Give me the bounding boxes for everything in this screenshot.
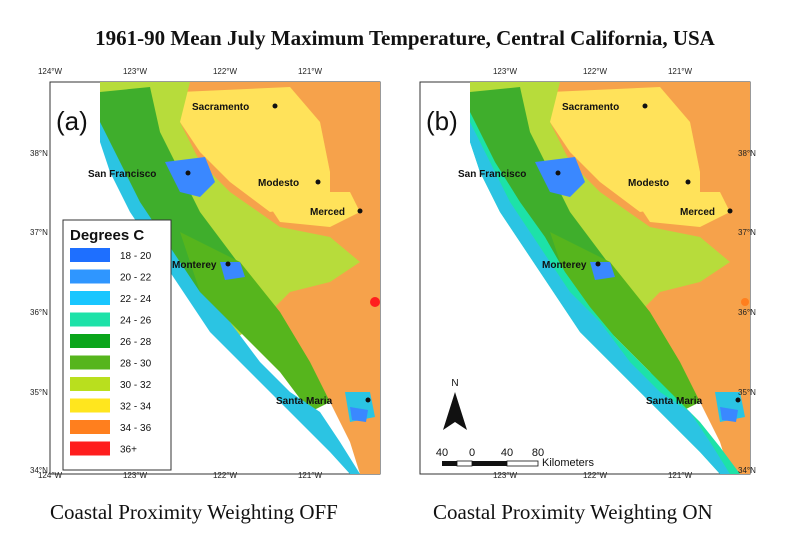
scale-bar: 40 0 40 80 Kilometers (436, 447, 595, 469)
city-label-monterey: Monterey (172, 260, 217, 271)
lat-label-right: 37°N (738, 228, 756, 237)
lon-label-bottom: 122°W (213, 471, 238, 480)
lon-label-bottom: 122°W (583, 471, 608, 480)
city-label-merced: Merced (680, 207, 715, 218)
lat-label-left: 35°N (30, 388, 48, 397)
city-label-san-francisco: San Francisco (88, 169, 156, 180)
legend-swatch (70, 420, 110, 434)
legend-swatch (70, 269, 110, 284)
lat-label-left: 38°N (30, 149, 48, 158)
city-label-san-francisco: San Francisco (458, 169, 526, 180)
legend-label: 28 - 30 (120, 359, 152, 370)
legend-swatch (70, 248, 110, 262)
legend-title: Degrees C (70, 227, 144, 244)
lon-label-top: 121°W (668, 67, 693, 76)
lon-label-top: 124°W (38, 67, 63, 76)
city-label-santa-maria: Santa Maria (276, 396, 333, 407)
lon-label-top: 123°W (123, 67, 148, 76)
lon-label-bottom: 121°W (298, 471, 323, 480)
legend-swatch (70, 355, 110, 370)
lat-label-right: 38°N (738, 149, 756, 158)
legend-swatch (70, 377, 110, 391)
lon-label-top: 122°W (583, 67, 608, 76)
lon-label-top: 121°W (298, 67, 323, 76)
city-label-sacramento: Sacramento (562, 102, 619, 113)
legend-label: 30 - 32 (120, 380, 152, 391)
north-arrow-icon (443, 392, 467, 430)
scale-tick: 80 (532, 447, 544, 459)
temperature-raster (100, 82, 380, 474)
legend-label: 20 - 22 (120, 273, 152, 284)
lon-label-bottom: 124°W (38, 471, 63, 480)
legend-swatch (70, 441, 110, 456)
panel-label-a: (a) (56, 106, 88, 136)
map-panel-a: 124°W 123°W 122°W 121°W 124°W 123°W 122°… (30, 62, 392, 480)
legend-label: 32 - 34 (120, 402, 152, 413)
north-arrow: N (443, 378, 467, 430)
scale-tick: 40 (436, 447, 448, 459)
scale-tick: 40 (501, 447, 513, 459)
lat-label-left: 34°N (30, 466, 48, 475)
city-label-sacramento: Sacramento (192, 102, 249, 113)
legend-label: 26 - 28 (120, 337, 152, 348)
caption-a: Coastal Proximity Weighting OFF (50, 500, 338, 524)
lon-label-bottom: 121°W (668, 471, 693, 480)
lat-label-right: 34°N (738, 466, 756, 475)
lon-label-bottom: 123°W (123, 471, 148, 480)
city-label-monterey: Monterey (542, 260, 587, 271)
lat-label-left: 36°N (30, 308, 48, 317)
scale-tick: 0 (469, 447, 475, 459)
page-title: 1961-90 Mean July Maximum Temperature, C… (95, 26, 715, 50)
city-label-santa-maria: Santa Maria (646, 396, 703, 407)
lat-label-right: 36°N (738, 308, 756, 317)
lat-label-left: 37°N (30, 228, 48, 237)
legend-label: 24 - 26 (120, 316, 152, 327)
north-arrow-label: N (451, 378, 458, 389)
legend-swatch (70, 291, 110, 305)
panel-label-b: (b) (426, 106, 458, 136)
map-a-svg: 124°W 123°W 122°W 121°W 124°W 123°W 122°… (30, 67, 381, 480)
lon-label-top: 122°W (213, 67, 238, 76)
legend-label: 22 - 24 (120, 294, 152, 305)
legend-swatch (70, 398, 110, 413)
lon-label-bottom: 123°W (493, 471, 518, 480)
legend-swatch (70, 334, 110, 348)
city-label-merced: Merced (310, 207, 345, 218)
lat-label-right: 35°N (738, 388, 756, 397)
legend-label: 18 - 20 (120, 251, 152, 262)
map-panel-b: 123°W 122°W 121°W 123°W 122°W 121°W 38°N… (400, 62, 762, 480)
legend: Degrees C 18 - 20 20 - 22 22 - 24 24 - 26 26… (62, 219, 172, 471)
map-b-svg: 123°W 122°W 121°W 123°W 122°W 121°W 38°N… (419, 67, 756, 480)
temperature-raster (470, 82, 750, 474)
legend-label: 36+ (120, 445, 137, 456)
caption-b: Coastal Proximity Weighting ON (433, 500, 713, 524)
legend-label: 34 - 36 (120, 423, 152, 434)
legend-swatch (70, 312, 110, 327)
city-markers: Sacramento San Francisco Modesto Merced … (458, 102, 741, 407)
city-markers: Sacramento San Francisco Modesto Merced … (88, 102, 371, 407)
city-label-modesto: Modesto (258, 178, 299, 189)
scale-unit: Kilometers (542, 457, 594, 469)
city-label-modesto: Modesto (628, 178, 669, 189)
lon-label-top: 123°W (493, 67, 518, 76)
